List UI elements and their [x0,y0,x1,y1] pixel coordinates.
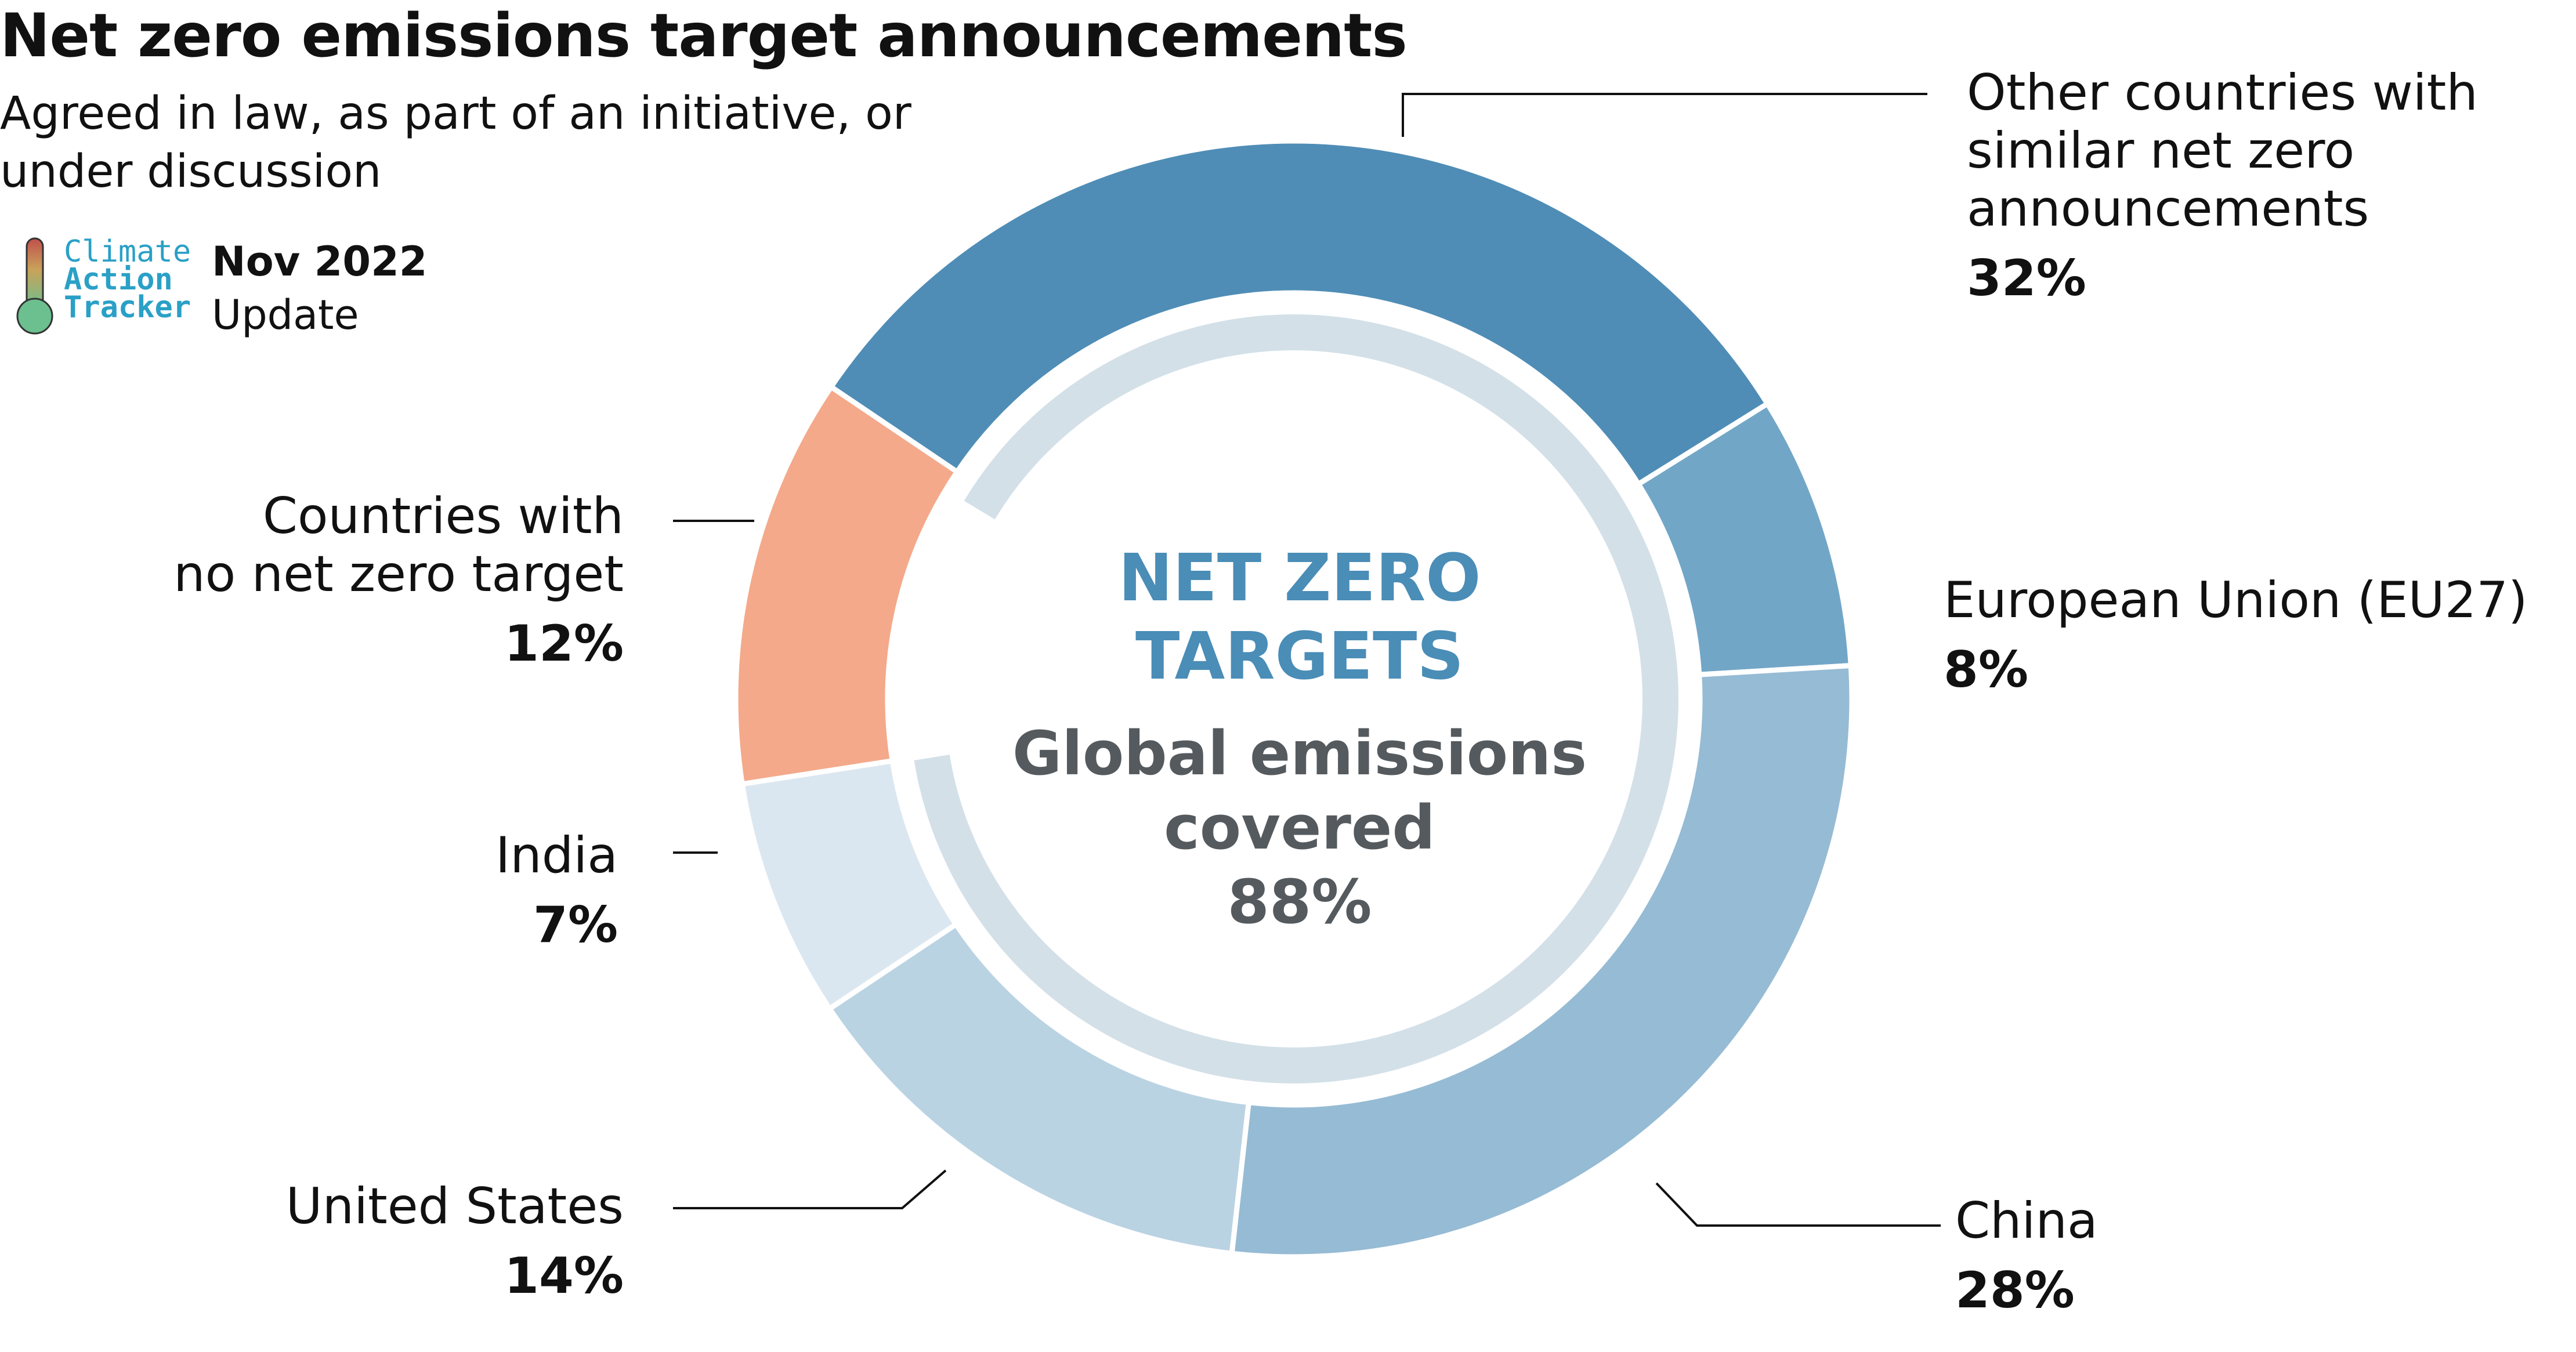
climate-action-tracker-logo: Climate Action Tracker [12,235,203,339]
label-india-line-1: India [495,827,618,885]
label-eu-pct: 8% [1944,641,2029,699]
leader-other [1402,93,1927,137]
label-eu-line-1: European Union (EU27) [1944,571,2528,629]
thermometer-icon [16,237,53,335]
donut-slices [733,138,1855,1260]
slice-china [1229,662,1855,1260]
label-china-pct: 28% [1955,1262,2075,1320]
slice-other-countries [827,138,1771,488]
chart-subtitle: Agreed in law, as part of an initiative,… [0,88,911,198]
label-china-line-1: China [1955,1192,2098,1250]
label-china: China 28% [1955,1192,2098,1320]
update-date: Nov 2022 Update [212,235,428,342]
logo-text: Climate Action Tracker [64,234,191,325]
label-other-pct: 32% [1967,249,2086,307]
center-value: 88% [1227,867,1372,937]
logo-line-1: Climate [64,234,191,269]
update-label: Update [212,291,359,339]
center-title-line-1: NET ZERO [1118,541,1481,616]
label-no-target-line-1: Countries with [262,487,624,545]
chart-title: Net zero emissions target announcements [0,1,1408,71]
leader-china [1655,1182,1941,1227]
label-united-states: United States 14% [0,1177,624,1305]
label-other-line-1: Other countries with [1967,64,2478,122]
logo-line-3: Tracker [64,290,191,325]
label-india-pct: 7% [533,896,618,954]
label-us-pct: 14% [504,1247,624,1305]
label-other-line-3: announcements [1967,180,2369,238]
center-sub-line-1: Global emissions [1012,718,1587,789]
label-india: India 7% [0,827,618,954]
label-eu: European Union (EU27) 8% [1944,571,2528,699]
center-title: NET ZERO TARGETS [951,539,1648,696]
center-title-line-2: TARGETS [1135,619,1464,694]
inner-ring [914,314,1678,1083]
label-other-countries: Other countries with similar net zero an… [1967,64,2478,307]
center-subtitle: Global emissions covered 88% [951,716,1648,939]
label-no-target-pct: 12% [504,615,624,673]
slice-no-target [733,383,961,787]
center-sub-line-2: covered [1164,792,1435,863]
logo-line-2: Action [64,262,173,297]
update-month: Nov 2022 [212,238,428,285]
label-other-line-2: similar net zero [1967,122,2355,180]
slice-united-states [826,920,1252,1257]
label-us-line-1: United States [285,1177,624,1235]
leader-united-states [673,1169,947,1209]
leader-lines [673,93,1941,1227]
label-no-target-line-2: no net zero target [173,545,624,603]
inner-coverage-arc [914,314,1678,1083]
label-no-target: Countries with no net zero target 12% [0,487,624,673]
